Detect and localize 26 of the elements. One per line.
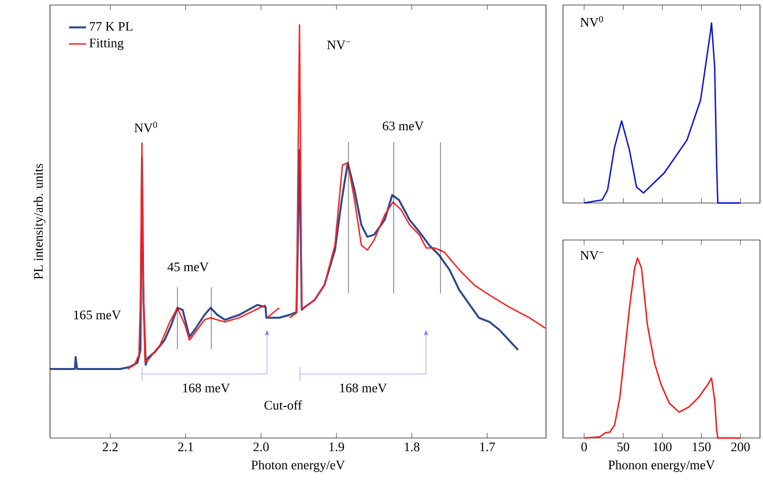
x-tick-label: 50 xyxy=(617,442,630,452)
legend-label: 77 K PL xyxy=(90,22,132,31)
x-tick-label: 100 xyxy=(654,442,672,452)
x-tick-label: 2.0 xyxy=(254,442,269,452)
x-tick-label: 2.2 xyxy=(102,442,118,452)
annotation: 63 meV xyxy=(382,122,424,130)
chart-title: NV$^{0}$ xyxy=(580,16,603,27)
annotation: 165 meV xyxy=(74,310,121,320)
x-tick-label: 200 xyxy=(731,442,750,452)
annotation: 45 meV xyxy=(167,262,209,272)
x-tick-label: 1.9 xyxy=(329,442,344,452)
x-tick-label: 0 xyxy=(581,442,587,452)
annotation: 168 meV xyxy=(340,384,387,392)
x-axis-title: Phonon energy/meV xyxy=(608,460,715,472)
x-tick-label: 1.8 xyxy=(404,442,420,452)
annotation: 168 meV xyxy=(183,384,230,392)
annotation: NV$^{−}$ xyxy=(327,40,350,50)
annotation: Cut-off xyxy=(264,400,302,410)
y-axis-title: PL intensity/arb. units xyxy=(34,164,46,280)
x-tick-label: 150 xyxy=(692,442,711,452)
legend-label: Fitting xyxy=(89,38,124,50)
chart-title: NV$^{−}$ xyxy=(580,251,604,260)
annotation: NV$^{0}$ xyxy=(134,122,158,132)
x-tick-label: 2.1 xyxy=(178,442,194,452)
x-tick-label: 1.7 xyxy=(480,442,495,452)
x-axis-title: Photon energy/eV xyxy=(251,460,345,472)
